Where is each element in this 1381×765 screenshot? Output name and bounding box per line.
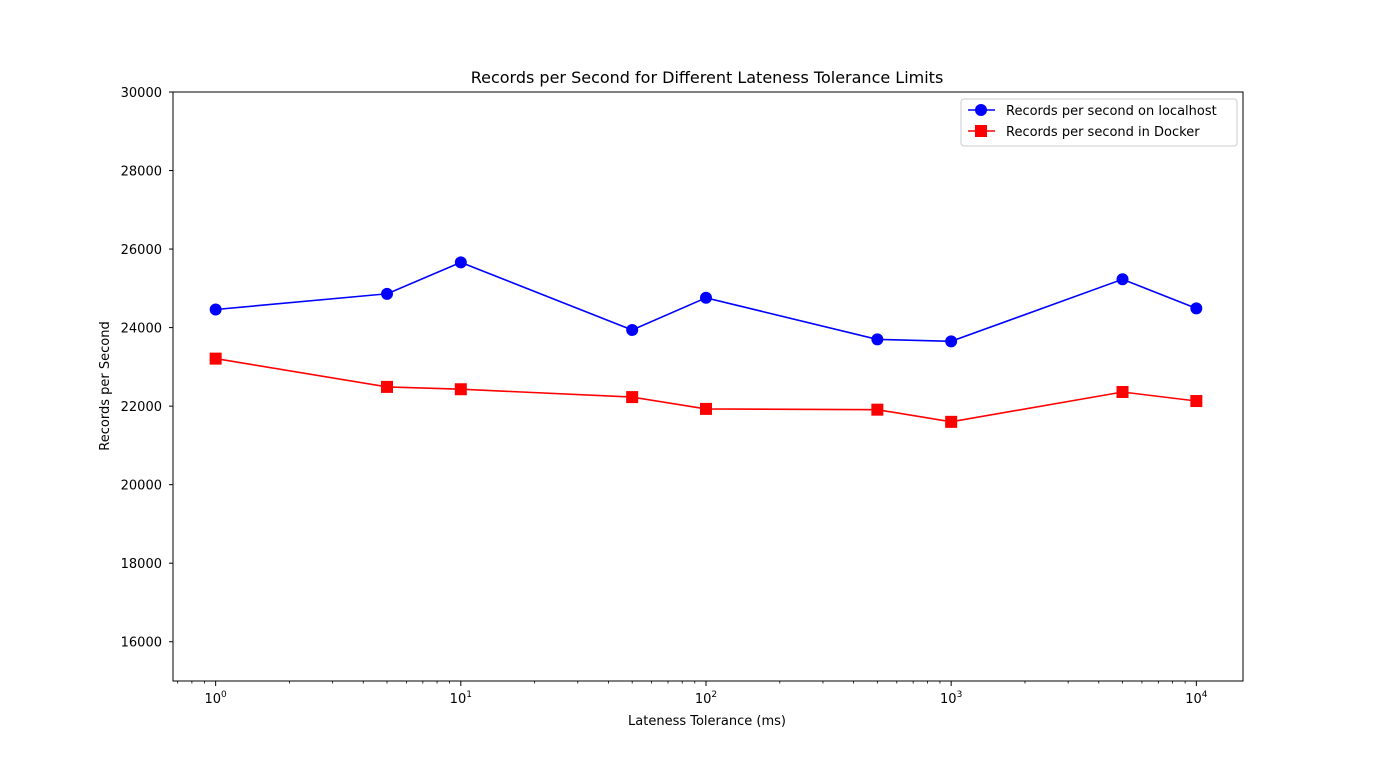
y-tick-label: 24000 — [121, 322, 162, 337]
y-tick-label: 30000 — [121, 86, 162, 101]
data-point — [945, 415, 958, 428]
data-point — [454, 383, 467, 396]
y-tick-label: 22000 — [121, 400, 162, 415]
legend-box — [960, 98, 1238, 147]
legend: Records per second on localhost Records p… — [960, 98, 1238, 147]
y-tick-label: 16000 — [121, 636, 162, 651]
data-point — [209, 352, 222, 365]
y-tick-label: 26000 — [121, 243, 162, 258]
x-tick-label: 100 — [205, 690, 228, 707]
data-point — [209, 303, 222, 316]
data-point — [699, 291, 712, 304]
legend-marker — [975, 125, 987, 137]
data-point — [626, 323, 639, 336]
chart-title: Records per Second for Different Latenes… — [471, 68, 944, 87]
data-point — [454, 256, 467, 269]
legend-label: Records per second in Docker — [1006, 125, 1200, 140]
y-tick-label: 28000 — [121, 165, 162, 180]
data-point — [1116, 273, 1129, 286]
x-tick-label: 103 — [940, 690, 962, 707]
data-point — [1116, 385, 1129, 398]
data-point — [871, 403, 884, 416]
data-point — [699, 402, 712, 415]
plot-area: 16000 18000 20000 22000 24000 26000 28000 30000… — [121, 86, 1244, 707]
x-tick-label: 104 — [1185, 690, 1208, 707]
x-axis-title: Lateness Tolerance (ms) — [628, 714, 786, 729]
data-point — [381, 287, 394, 300]
data-point — [1190, 395, 1203, 408]
y-tick-label: 20000 — [121, 479, 162, 494]
data-point — [626, 391, 639, 404]
y-tick-label: 18000 — [121, 557, 162, 572]
data-point — [381, 380, 394, 393]
y-axis-title: Records per Second — [98, 321, 113, 450]
x-tick-label: 101 — [450, 690, 472, 707]
legend-label: Records per second on localhost — [1006, 104, 1217, 119]
data-point — [871, 333, 884, 346]
legend-marker — [975, 104, 987, 116]
data-point — [945, 335, 958, 348]
data-point — [1190, 302, 1203, 315]
x-tick-label: 102 — [695, 690, 717, 707]
plot-frame — [172, 91, 1244, 682]
